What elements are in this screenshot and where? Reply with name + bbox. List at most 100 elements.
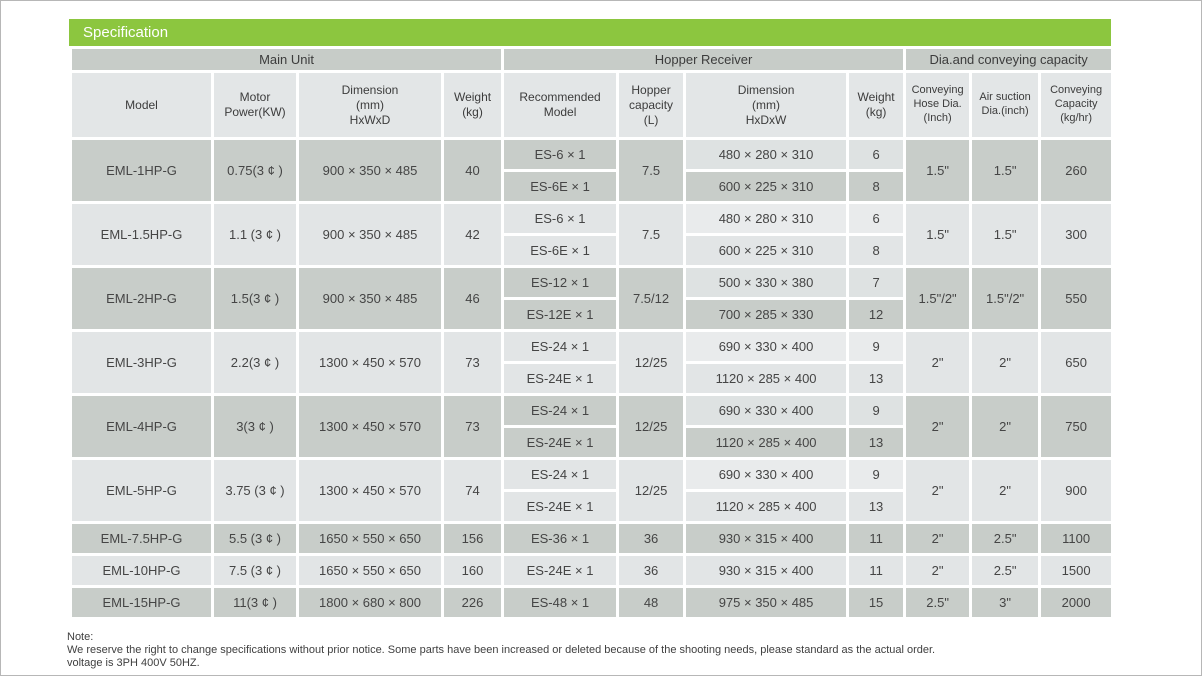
cell-suction-dia: 2.5" — [969, 521, 1042, 556]
cell-hopper-model: ES-24 × 1 — [501, 329, 620, 364]
cell-weight: 74 — [440, 457, 505, 524]
table-row: EML-1.5HP-G 1.1 (3 ¢ ) 900 × 350 × 485 4… — [69, 201, 1115, 268]
cell-motor-power: 11(3 ¢ ) — [211, 585, 299, 620]
cell-weight: 40 — [440, 137, 505, 204]
col-header-weight-main: Weight (kg) — [440, 70, 505, 140]
table-row: EML-10HP-G 7.5 (3 ¢ ) 1650 × 550 × 650 1… — [69, 553, 1115, 588]
cell-suction-dia: 2.5" — [969, 553, 1042, 588]
footnote: Note: We reserve the right to change spe… — [67, 631, 1177, 670]
table-row: EML-1HP-G 0.75(3 ¢ ) 900 × 350 × 485 40 … — [69, 137, 1115, 204]
cell-hopper-capacity: 36 — [616, 553, 687, 588]
cell-hopper-dimension: 690 × 330 × 400 — [683, 457, 850, 492]
cell-hose-dia: 2" — [903, 553, 973, 588]
table-subrow: ES-6E × 1 600 × 225 × 310 8 — [71, 233, 1113, 268]
cell-hose-dia: 2.5" — [903, 585, 973, 620]
cell-hopper-model: ES-24E × 1 — [501, 489, 620, 524]
group-header-hopper-receiver: Hopper Receiver — [501, 46, 907, 73]
table-subrow: ES-24E × 1 1120 × 285 × 400 13 — [71, 489, 1113, 524]
cell-hopper-weight: 9 — [846, 457, 907, 492]
cell-conveying-capacity: 650 — [1038, 329, 1115, 396]
cell-hopper-model: ES-24 × 1 — [501, 393, 620, 428]
cell-suction-dia: 1.5"/2" — [969, 265, 1042, 332]
cell-suction-dia: 2" — [969, 393, 1042, 460]
cell-hopper-model: ES-6E × 1 — [501, 233, 620, 268]
col-header-dimension-main: Dimension (mm) HxWxD — [296, 70, 444, 140]
cell-dimension: 1650 × 550 × 650 — [296, 553, 444, 588]
cell-model: EML-1.5HP-G — [69, 201, 214, 268]
specification-table-container: Specification Main Unit Hopper Receiver … — [68, 19, 1115, 620]
cell-model: EML-10HP-G — [69, 553, 214, 588]
cell-hopper-model: ES-24E × 1 — [501, 553, 620, 588]
cell-model: EML-1HP-G — [69, 137, 214, 204]
cell-hose-dia: 1.5" — [903, 137, 973, 204]
cell-hopper-model: ES-48 × 1 — [501, 585, 620, 620]
group-header-row: Main Unit Hopper Receiver Dia.and convey… — [68, 46, 1115, 73]
cell-dimension: 900 × 350 × 485 — [296, 137, 444, 204]
table-row: EML-5HP-G 3.75 (3 ¢ ) 1300 × 450 × 570 7… — [69, 457, 1115, 524]
cell-hopper-weight: 9 — [846, 329, 907, 364]
cell-hopper-weight: 13 — [846, 489, 907, 524]
col-header-motor-power: Motor Power(KW) — [211, 70, 299, 140]
cell-conveying-capacity: 1100 — [1038, 521, 1115, 556]
cell-hopper-model: ES-6 × 1 — [501, 201, 620, 236]
cell-hopper-capacity: 48 — [616, 585, 687, 620]
cell-motor-power: 5.5 (3 ¢ ) — [211, 521, 299, 556]
table-row: EML-3HP-G 2.2(3 ¢ ) 1300 × 450 × 570 73 … — [69, 329, 1115, 396]
cell-dimension: 1300 × 450 × 570 — [296, 329, 444, 396]
column-header-row: Model Motor Power(KW) Dimension (mm) HxW… — [69, 70, 1115, 140]
col-header-recommended-model: Recommended Model — [501, 70, 620, 140]
cell-conveying-capacity: 900 — [1038, 457, 1115, 524]
cell-hopper-weight: 6 — [846, 137, 907, 172]
cell-conveying-capacity: 550 — [1038, 265, 1115, 332]
cell-hopper-capacity: 12/25 — [616, 457, 687, 524]
cell-hopper-model: ES-24E × 1 — [501, 361, 620, 396]
cell-hose-dia: 1.5" — [903, 201, 973, 268]
col-header-air-suction-dia: Air suction Dia.(inch) — [969, 70, 1042, 140]
cell-hopper-model: ES-12 × 1 — [501, 265, 620, 300]
cell-conveying-capacity: 260 — [1038, 137, 1115, 204]
cell-dimension: 1800 × 680 × 800 — [296, 585, 444, 620]
footnote-line1: We reserve the right to change specifica… — [67, 643, 936, 656]
cell-conveying-capacity: 300 — [1038, 201, 1115, 268]
col-header-conveying-hose-dia: Conveying Hose Dia. (Inch) — [903, 70, 973, 140]
cell-weight: 160 — [440, 553, 505, 588]
cell-hopper-weight: 9 — [846, 393, 907, 428]
cell-hose-dia: 2" — [903, 521, 973, 556]
col-header-hopper-capacity: Hopper capacity (L) — [616, 70, 687, 140]
cell-hopper-dimension: 1120 × 285 × 400 — [683, 425, 850, 460]
cell-conveying-capacity: 750 — [1038, 393, 1115, 460]
cell-hopper-dimension: 500 × 330 × 380 — [683, 265, 850, 300]
cell-suction-dia: 3" — [969, 585, 1042, 620]
table-subrow: ES-12E × 1 700 × 285 × 330 12 — [71, 297, 1113, 332]
cell-hose-dia: 1.5"/2" — [903, 265, 973, 332]
cell-hopper-capacity: 7.5 — [616, 201, 687, 268]
cell-dimension: 1650 × 550 × 650 — [296, 521, 444, 556]
cell-motor-power: 1.1 (3 ¢ ) — [211, 201, 299, 268]
cell-hopper-dimension: 600 × 225 × 310 — [683, 233, 850, 268]
cell-motor-power: 3(3 ¢ ) — [211, 393, 299, 460]
cell-weight: 46 — [440, 265, 505, 332]
cell-hopper-weight: 11 — [846, 553, 907, 588]
cell-hopper-weight: 11 — [846, 521, 907, 556]
cell-suction-dia: 2" — [969, 329, 1042, 396]
cell-suction-dia: 1.5" — [969, 137, 1042, 204]
cell-suction-dia: 2" — [969, 457, 1042, 524]
cell-hopper-dimension: 1120 × 285 × 400 — [683, 489, 850, 524]
table-row: EML-4HP-G 3(3 ¢ ) 1300 × 450 × 570 73 ES… — [69, 393, 1115, 460]
specification-title-bar: Specification — [69, 19, 1111, 46]
cell-dimension: 900 × 350 × 485 — [296, 201, 444, 268]
cell-hopper-weight: 8 — [846, 169, 907, 204]
cell-model: EML-15HP-G — [69, 585, 214, 620]
table-subrow: ES-24E × 1 1120 × 285 × 400 13 — [71, 361, 1113, 396]
table-row: EML-2HP-G 1.5(3 ¢ ) 900 × 350 × 485 46 E… — [69, 265, 1115, 332]
cell-motor-power: 7.5 (3 ¢ ) — [211, 553, 299, 588]
cell-model: EML-3HP-G — [69, 329, 214, 396]
cell-model: EML-2HP-G — [69, 265, 214, 332]
cell-hopper-dimension: 1120 × 285 × 400 — [683, 361, 850, 396]
table-subrow: ES-24E × 1 1120 × 285 × 400 13 — [71, 425, 1113, 460]
cell-hopper-dimension: 690 × 330 × 400 — [683, 329, 850, 364]
cell-hopper-weight: 15 — [846, 585, 907, 620]
cell-motor-power: 1.5(3 ¢ ) — [211, 265, 299, 332]
cell-hose-dia: 2" — [903, 393, 973, 460]
cell-model: EML-7.5HP-G — [69, 521, 214, 556]
